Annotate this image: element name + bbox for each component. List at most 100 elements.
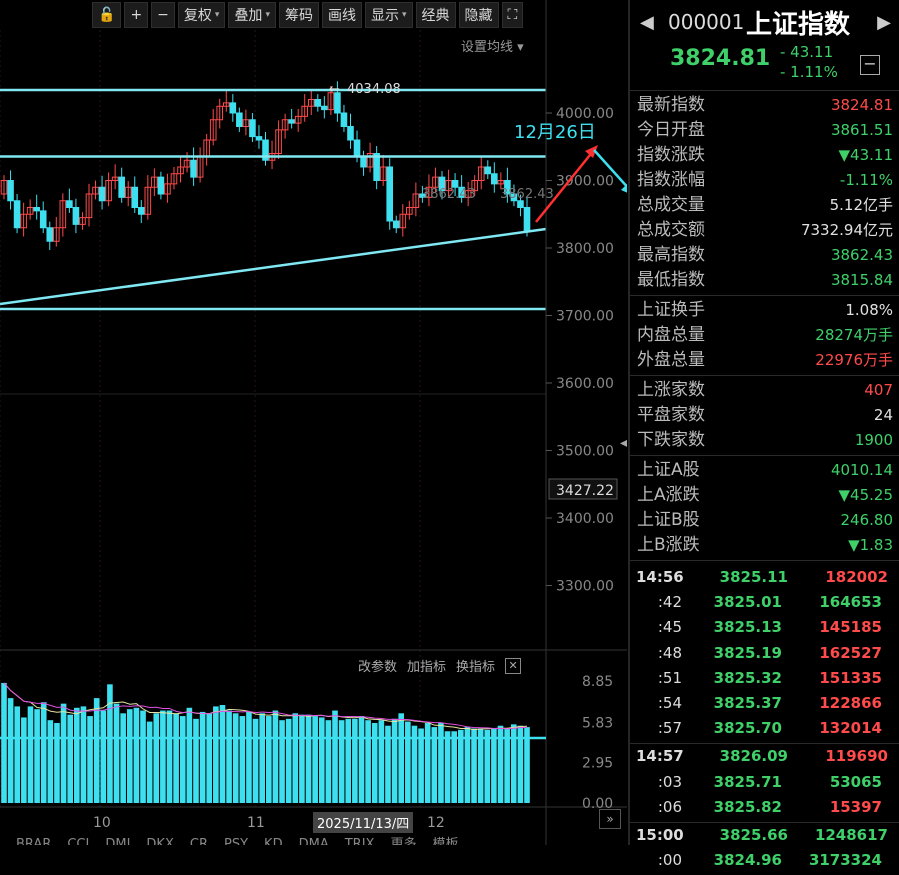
candle-body: [327, 92, 335, 111]
stat-label: 下跌家数: [637, 430, 705, 450]
next-arrow-icon[interactable]: ▶: [877, 12, 891, 33]
volume-bar: [173, 713, 179, 803]
stat-label: 上证A股: [637, 460, 700, 480]
draw-line-label: 画线: [327, 8, 356, 24]
annotation-dec26: 12月26日: [514, 122, 596, 143]
candle-body: [340, 112, 348, 127]
change-indicator-button[interactable]: 换指标: [456, 660, 496, 675]
y-tick-label: 3300.00: [556, 579, 614, 595]
tick-price: 3825.11: [719, 568, 788, 586]
crosshair-value: 3427.22: [556, 483, 614, 499]
indicator-tab-dma[interactable]: DMA: [298, 837, 329, 845]
candle-body: [412, 193, 420, 208]
tick-time: :48: [657, 643, 682, 662]
indicator-tab-dmi[interactable]: DMI: [105, 837, 131, 845]
prev-arrow-icon[interactable]: ◀: [640, 12, 654, 33]
index-name: 上证指数: [746, 10, 851, 40]
indicator-tab-dkx[interactable]: DKX: [146, 837, 174, 845]
candle-body: [242, 119, 250, 127]
tick-price: 3825.19: [713, 643, 782, 662]
tick-volume: 1248617: [814, 825, 888, 844]
stat-label: 最低指数: [637, 270, 705, 290]
candle-body: [53, 227, 60, 242]
volume-bar: [219, 705, 226, 803]
tick-price: 3825.01: [713, 593, 782, 612]
hide-button[interactable]: 隐藏: [458, 2, 499, 28]
overlay-button[interactable]: 叠加 ▾: [228, 2, 276, 28]
tick-volume: 164653: [819, 593, 882, 612]
stats-ab-shares: 上证A股 4010.14 上A涨跌 ▼45.25 上证B股 246.80 上B涨跌 ▼1.83: [630, 456, 899, 561]
candle-body: [249, 119, 256, 138]
candle-body: [392, 220, 400, 229]
candle-body: [72, 207, 80, 225]
panel-divider-bar[interactable]: [628, 0, 630, 845]
tick-time: 15:00: [636, 825, 684, 844]
trend-line: [0, 227, 547, 306]
volume-bar: [378, 720, 385, 803]
volume-bar: [60, 703, 67, 803]
candle-body: [85, 193, 93, 219]
collapse-arrow-icon[interactable]: ◀: [620, 438, 627, 449]
tick-price: 3825.70: [713, 719, 782, 738]
stat-row: 内盘总量 28274万手: [630, 323, 899, 348]
adjust-button[interactable]: 复权 ▾: [177, 2, 226, 28]
moving-average-setting[interactable]: 设置均线 ▾: [461, 40, 524, 55]
indicator-tab-brar[interactable]: BRAR: [16, 837, 52, 845]
volume-bar: [87, 716, 93, 803]
volume-bar: [352, 718, 358, 803]
high-marker: ←: [329, 82, 340, 97]
candle-body: [137, 207, 145, 215]
stat-row: 总成交额 7332.94亿元: [630, 218, 899, 243]
classic-button[interactable]: 经典: [415, 2, 456, 28]
indicator-tab-trix[interactable]: TRIX: [344, 837, 375, 845]
volume-bar: [14, 706, 21, 803]
volume-bar: [166, 710, 173, 803]
lock-icon[interactable]: 🔓: [92, 2, 122, 28]
stat-row: 最新指数 3824.81: [630, 93, 899, 118]
edit-params-button[interactable]: 改参数: [358, 660, 398, 675]
candle-body: [406, 207, 413, 215]
volume-bar: [325, 720, 332, 803]
chips-label: 筹码: [284, 8, 313, 24]
close-icon[interactable]: ✕: [505, 657, 522, 674]
indicator-tab-更多[interactable]: 更多: [390, 837, 417, 845]
indicator-tab-cci[interactable]: CCI: [67, 837, 90, 845]
tick-volume: 145185: [819, 618, 882, 637]
kline-chart-area[interactable]: 🔓 + − 复权 ▾ 叠加 ▾ 筹码 画线 显示 ▾ 经典 隐藏 ⛶ 设置均线 ▾ 4…: [0, 0, 627, 845]
volume-bar: [471, 728, 477, 803]
tick-volume: 3173324: [808, 851, 882, 870]
indicator-tab-kd[interactable]: KD: [264, 837, 283, 845]
candle-body: [510, 193, 518, 202]
volume-bar: [292, 713, 299, 803]
draw-line-button[interactable]: 画线: [321, 2, 362, 28]
candle-body: [484, 166, 492, 175]
add-indicator-button[interactable]: 加指标: [407, 660, 447, 675]
candle-body: [314, 99, 322, 107]
volume-y-tick: 8.85: [582, 674, 613, 690]
fullscreen-icon[interactable]: ⛶: [501, 2, 524, 28]
tick-time: 14:57: [636, 747, 684, 766]
zoom-in-icon[interactable]: +: [124, 2, 149, 28]
display-button[interactable]: 显示 ▾: [364, 2, 413, 28]
candle-body: [177, 166, 184, 175]
tick-row: :45 3825.13 145185: [630, 615, 899, 640]
volume-bar: [365, 720, 371, 803]
zoom-out-icon[interactable]: −: [151, 2, 175, 28]
chips-button[interactable]: 筹码: [278, 2, 319, 28]
expand-icon[interactable]: »: [599, 809, 621, 829]
volume-bar: [424, 722, 431, 803]
indicator-tab-psy[interactable]: PSY: [224, 837, 249, 845]
volume-bar: [385, 725, 391, 803]
tick-list: 14:56 3825.11 182002:42 3825.01 164653:45 382…: [630, 561, 899, 875]
collapse-icon[interactable]: −: [860, 55, 880, 75]
volume-bar: [40, 702, 47, 803]
tick-time: 14:56: [636, 568, 684, 586]
stat-row: 上证换手 1.08%: [630, 298, 899, 323]
indicator-tab-cr[interactable]: CR: [189, 837, 208, 845]
indicator-tab-模板[interactable]: 模板: [432, 837, 459, 845]
volume-y-tick: 2.95: [582, 755, 613, 771]
price-chart[interactable]: 4000.003900.003800.003700.003600.003500.…: [0, 0, 627, 845]
tick-row: 15:00 3825.66 1248617: [630, 823, 899, 848]
stat-value: ▼45.25: [838, 486, 893, 504]
tick-time: :54: [657, 693, 682, 712]
